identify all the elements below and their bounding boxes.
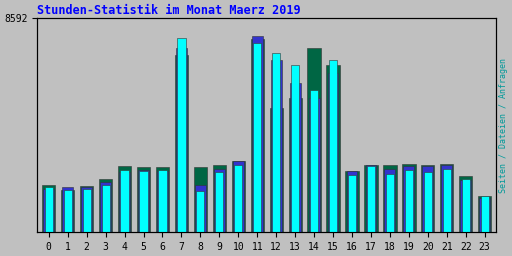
Bar (212, 165, 226, 232)
Bar (478, 196, 492, 232)
Bar (45, 187, 53, 232)
Bar (118, 166, 131, 232)
Bar (422, 166, 433, 232)
Bar (252, 36, 263, 232)
Bar (177, 38, 185, 232)
Bar (138, 170, 149, 232)
Bar (441, 165, 452, 232)
Bar (214, 169, 225, 232)
Bar (402, 164, 416, 232)
Bar (158, 170, 166, 232)
Bar (365, 165, 377, 232)
Bar (272, 53, 280, 232)
Bar (269, 108, 283, 232)
Bar (271, 60, 282, 232)
Bar (80, 186, 93, 232)
Y-axis label: Seiten / Dateien / Anfragen: Seiten / Dateien / Anfragen (499, 58, 508, 193)
Bar (61, 190, 74, 232)
Bar (290, 83, 301, 232)
Bar (100, 182, 111, 232)
Bar (481, 196, 489, 232)
Bar (156, 167, 169, 232)
Bar (62, 187, 73, 232)
Bar (81, 187, 92, 232)
Bar (99, 179, 112, 232)
Bar (308, 48, 321, 232)
Bar (176, 48, 187, 232)
Bar (194, 167, 207, 232)
Bar (234, 165, 242, 232)
Bar (250, 39, 264, 232)
Bar (101, 185, 110, 232)
Bar (405, 170, 413, 232)
Bar (63, 190, 72, 232)
Bar (328, 73, 338, 232)
Bar (383, 165, 397, 232)
Bar (195, 185, 206, 232)
Bar (310, 90, 318, 232)
Bar (460, 180, 471, 232)
Bar (421, 165, 435, 232)
Bar (348, 175, 356, 232)
Bar (329, 60, 337, 232)
Bar (440, 164, 454, 232)
Bar (233, 161, 244, 232)
Bar (82, 189, 91, 232)
Bar (327, 66, 339, 232)
Bar (231, 161, 245, 232)
Bar (215, 172, 223, 232)
Bar (44, 189, 54, 232)
Bar (462, 179, 470, 232)
Bar (479, 198, 490, 232)
Bar (346, 171, 358, 232)
Bar (42, 185, 55, 232)
Text: Stunden-Statistik im Monat Maerz 2019: Stunden-Statistik im Monat Maerz 2019 (37, 4, 301, 17)
Bar (289, 98, 302, 232)
Bar (386, 174, 394, 232)
Bar (175, 56, 188, 232)
Bar (196, 191, 204, 232)
Bar (459, 176, 473, 232)
Bar (443, 169, 451, 232)
Bar (119, 172, 130, 232)
Bar (347, 171, 357, 232)
Bar (403, 166, 414, 232)
Bar (385, 169, 395, 232)
Bar (139, 171, 147, 232)
Bar (424, 172, 432, 232)
Bar (291, 66, 300, 232)
Bar (366, 165, 376, 232)
Bar (137, 167, 150, 232)
Bar (120, 170, 129, 232)
Bar (157, 171, 168, 232)
Bar (367, 166, 375, 232)
Bar (309, 98, 319, 232)
Bar (253, 43, 261, 232)
